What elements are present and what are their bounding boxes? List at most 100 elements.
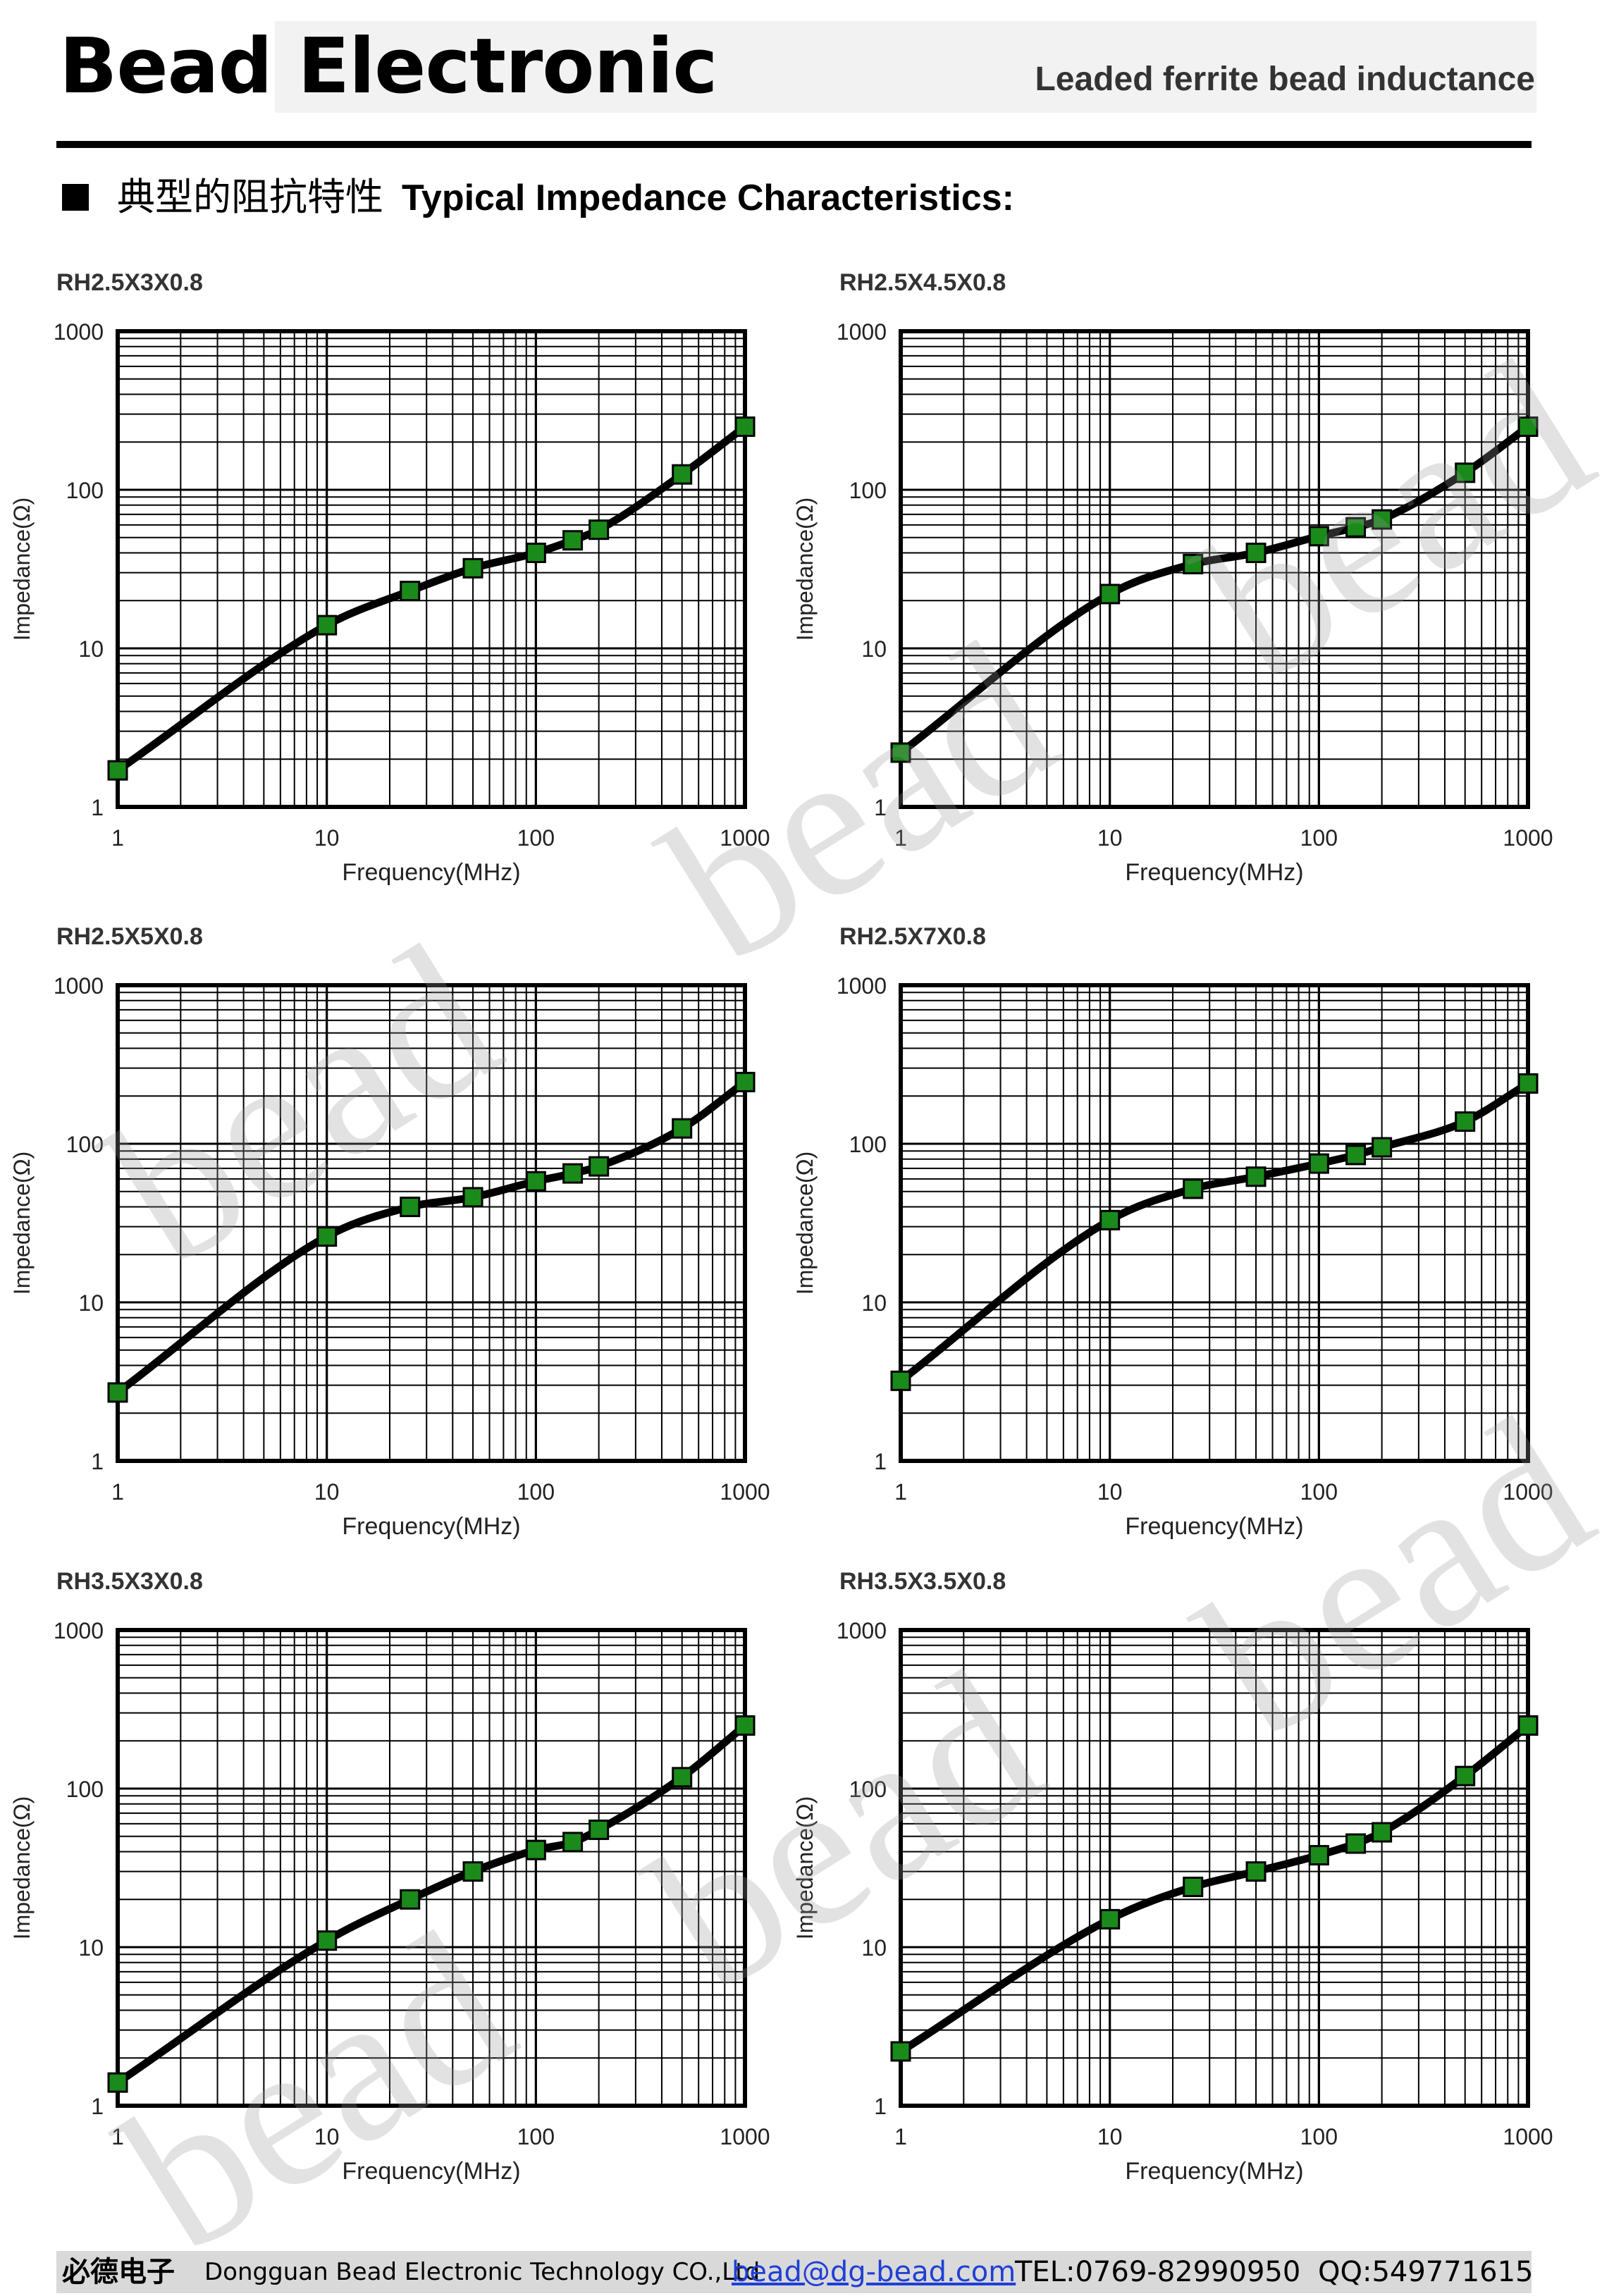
x-tick-label: 10 (1097, 825, 1123, 851)
plot-frame (116, 329, 747, 809)
impedance-curve (896, 1080, 1532, 1385)
data-point-marker (107, 2072, 128, 2093)
y-tick-label: 1 (874, 795, 887, 820)
x-tick-label: 1 (111, 2124, 124, 2149)
x-tick-label: 100 (517, 1479, 555, 1505)
data-point-marker (316, 1930, 338, 1951)
plot-frame (899, 983, 1530, 1463)
x-tick-label: 1 (894, 2124, 907, 2149)
x-tick-label: 1000 (1503, 825, 1553, 851)
data-point-marker (1517, 416, 1539, 437)
data-point-marker (562, 1832, 584, 1853)
x-tick-label: 10 (314, 825, 340, 851)
data-point-marker (589, 1156, 610, 1177)
data-point-marker (1183, 553, 1204, 574)
data-point-marker (734, 1071, 756, 1092)
data-point-marker (1245, 1861, 1267, 1882)
x-tick-label: 1000 (1503, 2124, 1553, 2149)
chart-title: RH2.5X4.5X0.8 (839, 269, 1006, 296)
x-axis-label: Frequency(MHz) (1125, 2158, 1303, 2185)
data-point-marker (462, 557, 483, 579)
data-point-marker (400, 1889, 421, 1910)
y-tick-label: 10 (78, 1935, 104, 1961)
chart-title: RH3.5X3.5X0.8 (839, 1568, 1006, 1595)
plot-frame (116, 983, 747, 1463)
header-band (275, 21, 1536, 113)
data-point-marker (1455, 1111, 1476, 1132)
impedance-curve (896, 1722, 1532, 2056)
x-tick-label: 10 (1097, 2124, 1123, 2149)
section-title-cn: 典型的阻抗特性 (117, 175, 383, 219)
x-tick-label: 100 (1300, 1479, 1338, 1505)
y-axis-label: Impedance(Ω) (792, 1152, 818, 1295)
data-point-marker (107, 1382, 128, 1403)
y-tick-label: 100 (66, 478, 104, 503)
x-tick-label: 10 (314, 1479, 340, 1505)
data-point-marker (1345, 1833, 1367, 1854)
footer-tel: TEL:0769-82990950 (1015, 2256, 1301, 2288)
footer-email-link[interactable]: bead@dg-bead.com (732, 2256, 1016, 2288)
data-point-marker (1183, 1178, 1204, 1199)
y-tick-label: 1000 (54, 973, 104, 999)
y-tick-label: 10 (861, 1290, 887, 1316)
impedance-chart-1: RH2.5X3X0.8 1 10 100 1000 1 10 100 1000 Frequency… (9, 269, 770, 886)
data-point-marker (1517, 1073, 1539, 1094)
y-axis-label: Impedance(Ω) (792, 1796, 818, 1940)
data-point-marker (107, 760, 128, 781)
chart-title: RH2.5X3X0.8 (56, 269, 203, 296)
data-point-marker (734, 416, 756, 437)
y-tick-label: 1 (91, 1449, 104, 1474)
data-point-marker (1372, 509, 1393, 530)
x-tick-label: 10 (1097, 1479, 1123, 1505)
y-tick-label: 100 (66, 1132, 104, 1157)
data-point-marker (1183, 1876, 1204, 1897)
x-tick-label: 100 (517, 825, 555, 851)
x-tick-label: 100 (517, 2124, 555, 2149)
data-point-marker (1245, 1166, 1267, 1187)
x-axis-label: Frequency(MHz) (1125, 859, 1303, 886)
y-tick-label: 10 (78, 636, 104, 662)
x-tick-label: 1000 (1503, 1479, 1553, 1505)
data-point-marker (1308, 1153, 1329, 1174)
y-tick-label: 10 (861, 636, 887, 662)
y-tick-label: 100 (66, 1777, 104, 1802)
x-axis-label: Frequency(MHz) (342, 2158, 520, 2185)
y-tick-label: 1000 (837, 319, 887, 345)
footer-company-en: Dongguan Bead Electronic Technology CO.,… (204, 2258, 760, 2286)
y-axis-label: Impedance(Ω) (9, 1796, 35, 1940)
y-tick-label: 1000 (837, 1618, 887, 1643)
data-point-marker (400, 581, 421, 602)
y-tick-label: 1 (874, 1449, 887, 1474)
y-tick-label: 10 (861, 1935, 887, 1961)
x-tick-label: 10 (314, 2124, 340, 2149)
data-point-marker (1372, 1822, 1393, 1843)
impedance-curve (896, 423, 1532, 757)
data-point-marker (734, 1715, 756, 1736)
y-tick-label: 100 (849, 1777, 887, 1802)
data-point-marker (525, 1839, 546, 1860)
data-point-marker (462, 1861, 483, 1882)
data-point-marker (1372, 1137, 1393, 1158)
y-tick-label: 1000 (54, 1618, 104, 1643)
bullet-square-icon (62, 184, 89, 211)
section-title-en: Typical Impedance Characteristics: (402, 178, 1014, 218)
data-point-marker (672, 1118, 693, 1139)
data-point-marker (1517, 1715, 1539, 1736)
data-point-marker (525, 1171, 546, 1192)
data-point-marker (316, 1226, 338, 1247)
data-point-marker (890, 2041, 911, 2062)
section-title: 典型的阻抗特性 Typical Impedance Characteristics… (62, 169, 1014, 226)
x-tick-label: 1000 (720, 2124, 770, 2149)
x-tick-label: 1 (894, 1479, 907, 1505)
data-point-marker (890, 742, 911, 763)
chart-title: RH2.5X7X0.8 (839, 923, 986, 950)
y-tick-label: 10 (78, 1290, 104, 1316)
plot-frame (899, 329, 1530, 809)
data-point-marker (1345, 1144, 1367, 1166)
brand-title: Bead Electronic (59, 23, 717, 111)
header-divider (56, 141, 1532, 148)
impedance-curve (113, 1722, 749, 2087)
data-point-marker (1245, 543, 1267, 564)
y-tick-label: 1 (91, 2094, 104, 2119)
data-point-marker (589, 519, 610, 541)
